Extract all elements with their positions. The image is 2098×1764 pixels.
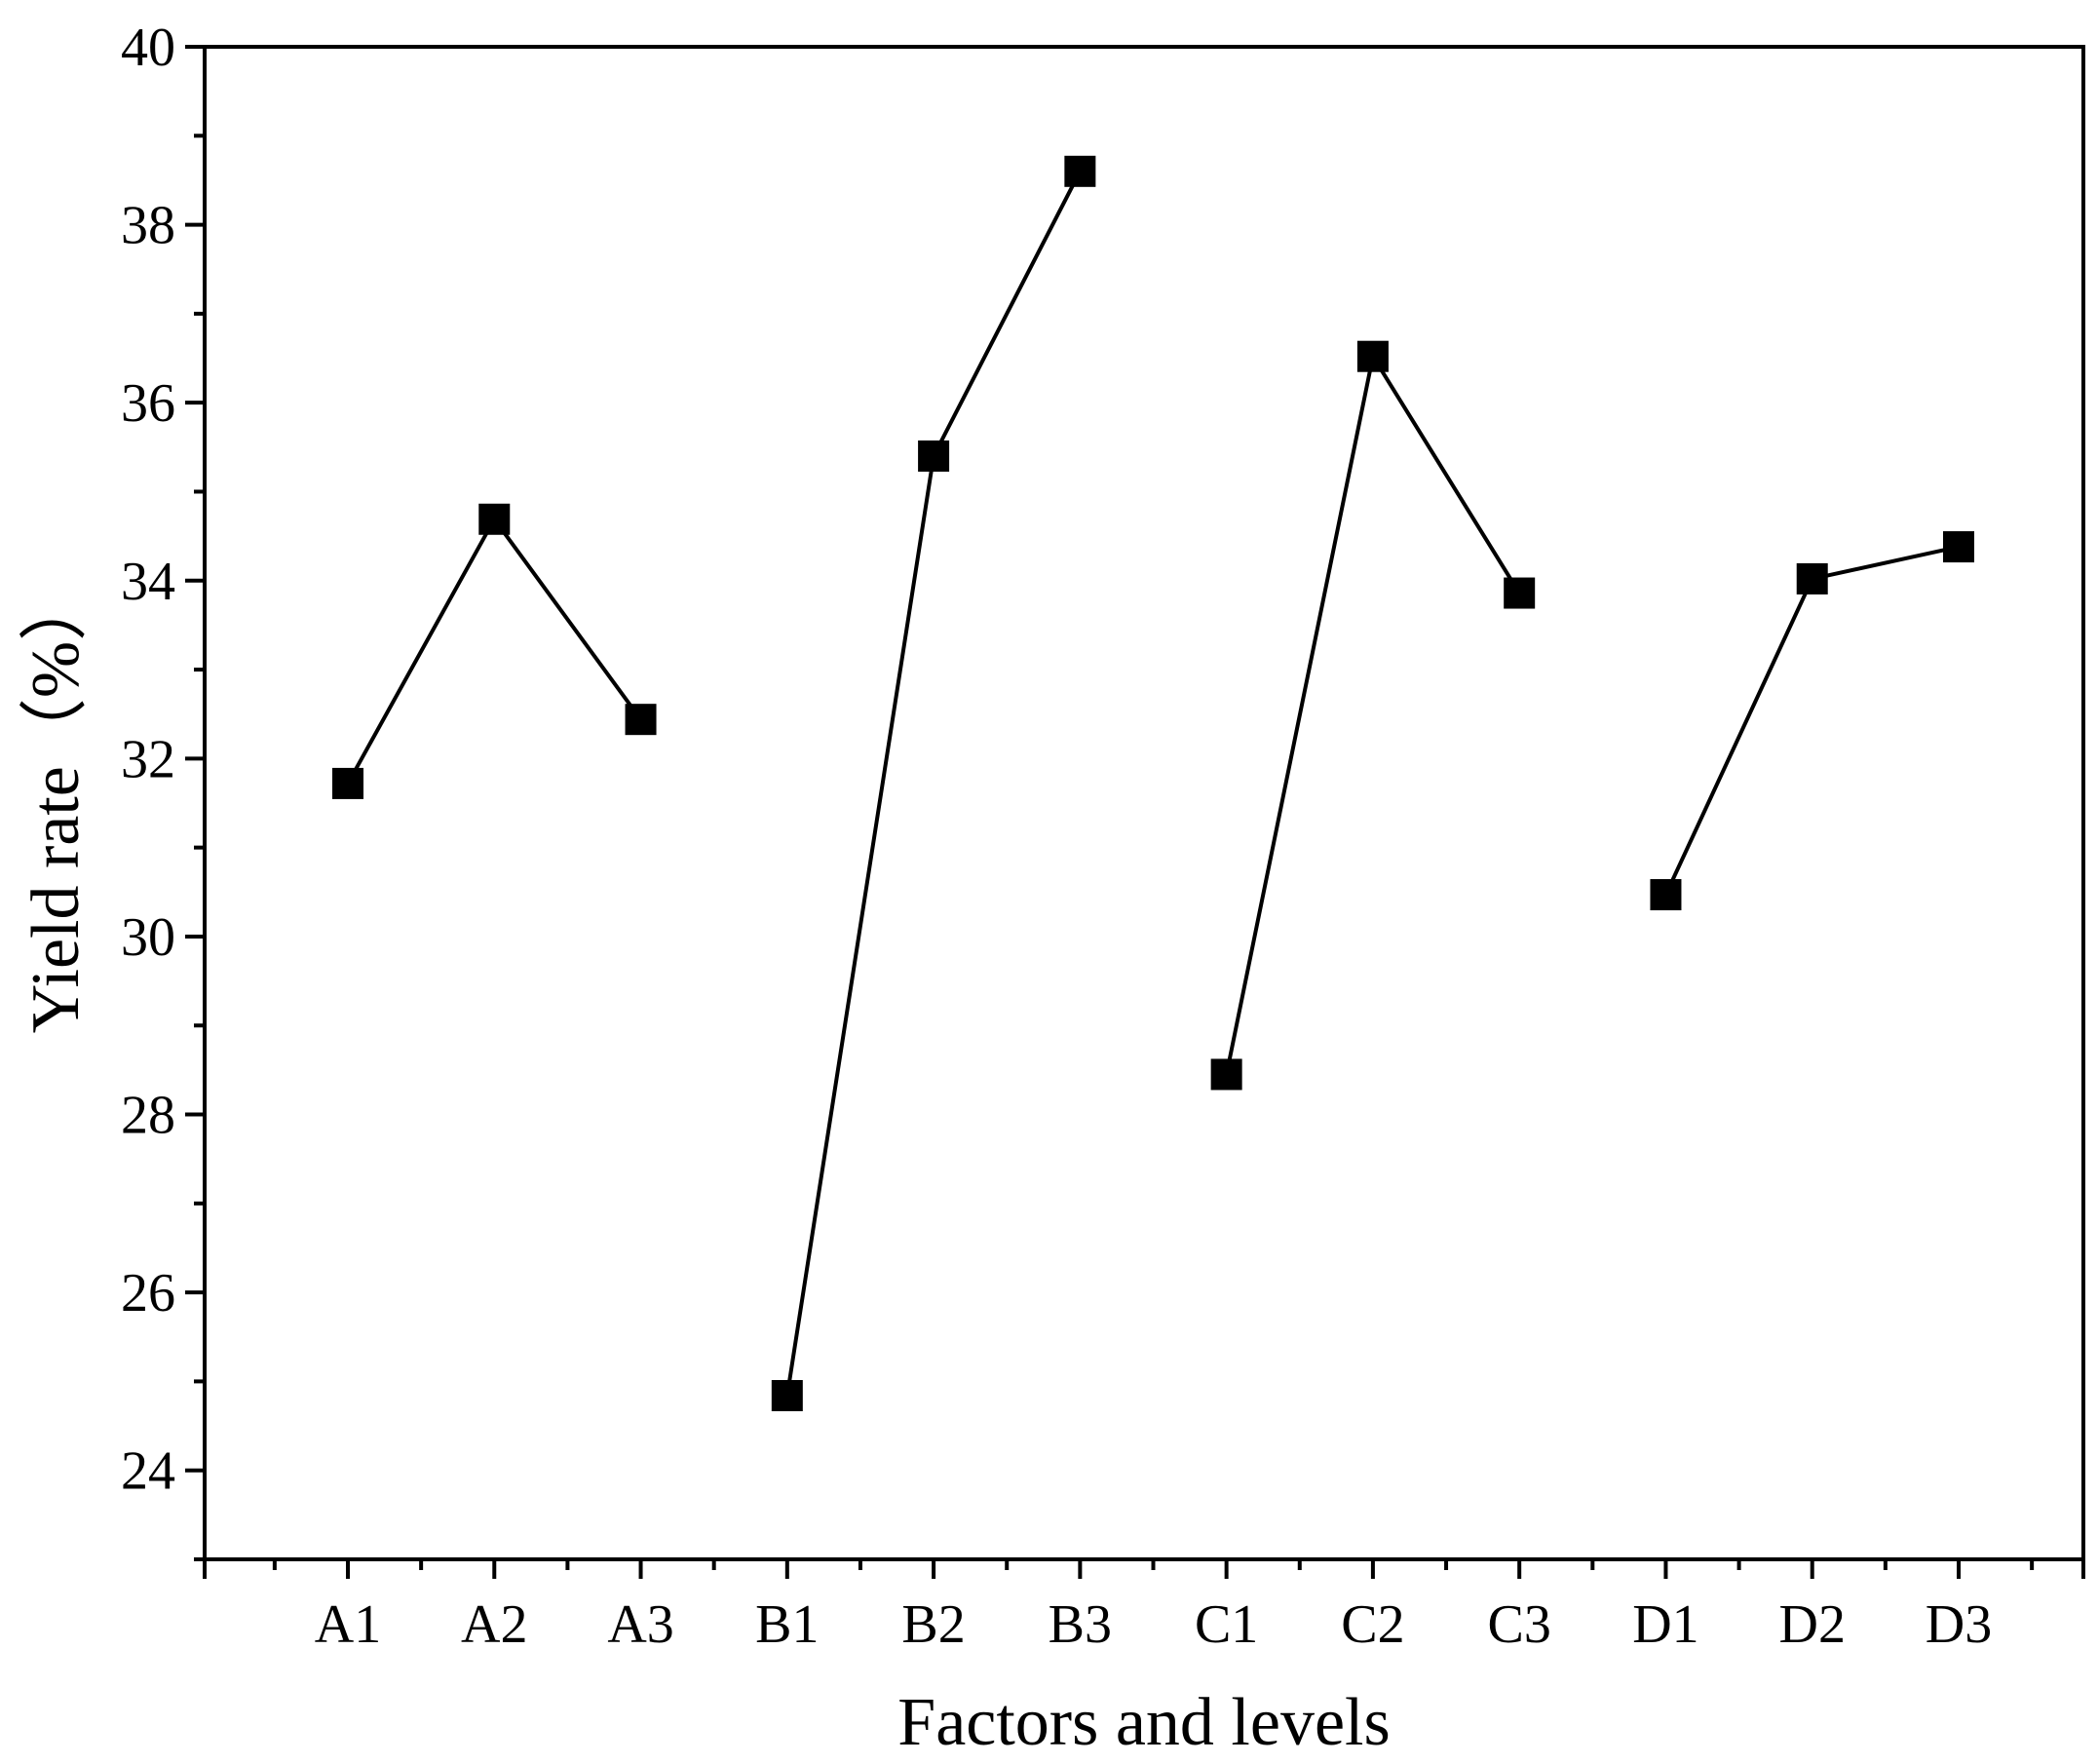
y-tick-label: 30 xyxy=(121,907,175,968)
x-tick-label: B3 xyxy=(1049,1594,1112,1655)
x-tick-label: C1 xyxy=(1195,1594,1258,1655)
x-tick-label: D3 xyxy=(1926,1594,1992,1655)
series-line-D xyxy=(1663,545,1960,896)
y-tick-label: 24 xyxy=(121,1441,175,1502)
x-tick-label: C3 xyxy=(1488,1594,1551,1655)
plot-frame xyxy=(203,45,2085,1561)
y-tick-label: 36 xyxy=(121,373,175,434)
y-axis-title: Yield rate（%） xyxy=(19,573,94,1033)
x-tick-label: B1 xyxy=(755,1594,819,1655)
x-tick-label: A2 xyxy=(461,1594,527,1655)
y-tick-label: 32 xyxy=(121,729,175,789)
data-point-D1 xyxy=(1650,879,1682,911)
x-tick-label: D2 xyxy=(1779,1594,1846,1655)
data-point-D2 xyxy=(1796,562,1828,594)
data-point-A1 xyxy=(332,767,363,799)
data-point-B3 xyxy=(1064,155,1096,187)
data-point-D3 xyxy=(1943,531,1974,563)
x-tick-label: B2 xyxy=(901,1594,965,1655)
data-point-A2 xyxy=(478,503,511,535)
x-axis-title: Factors and levels xyxy=(897,1685,1390,1760)
x-tick-label: C2 xyxy=(1341,1594,1404,1655)
x-tick-label: D1 xyxy=(1632,1594,1698,1655)
series-line-B xyxy=(784,170,1083,1397)
data-point-C1 xyxy=(1210,1058,1242,1091)
y-tick-label: 40 xyxy=(121,18,175,78)
x-tick-label: A3 xyxy=(607,1594,673,1655)
series-line-A xyxy=(346,516,643,785)
series-line-C xyxy=(1224,351,1521,1075)
data-point-A3 xyxy=(625,704,657,736)
data-point-C3 xyxy=(1504,577,1536,609)
chart-series xyxy=(332,155,1974,1412)
chart-axes: 24 26 28 30 32 34 36 38 40 A1 A2 A3 B1 B2 B3 C1 C2 C3 D1 D2… xyxy=(121,18,2085,1655)
y-tick-label: 38 xyxy=(121,196,175,256)
y-tick-label: 34 xyxy=(121,552,175,612)
y-tick-label: 28 xyxy=(121,1086,175,1146)
data-point-B2 xyxy=(918,440,950,472)
x-tick-label: A1 xyxy=(315,1594,381,1655)
data-point-C2 xyxy=(1356,340,1389,372)
y-tick-label: 26 xyxy=(121,1263,175,1323)
data-point-B1 xyxy=(771,1380,803,1412)
